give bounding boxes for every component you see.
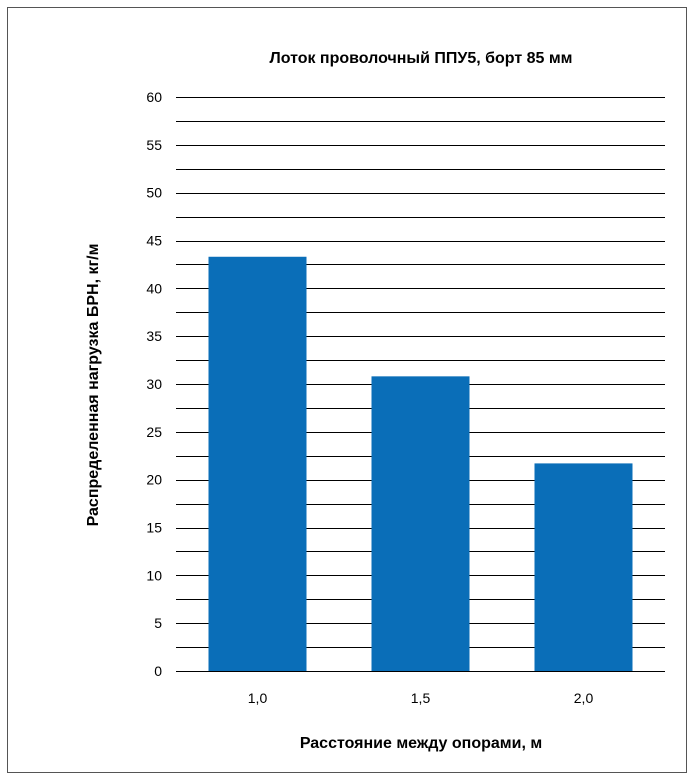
y-tick-label: 0 [154, 663, 162, 679]
y-tick-labels: 0 5 10 15 20 25 30 35 40 45 50 55 60 [146, 89, 162, 679]
x-tick-label: 1,5 [411, 690, 431, 706]
y-tick-label: 50 [146, 185, 162, 201]
y-tick-label: 20 [146, 472, 162, 488]
y-tick-label: 45 [146, 233, 162, 249]
x-axis-label: Расстояние между опорами, м [300, 735, 542, 752]
bar-3 [534, 463, 633, 671]
y-axis-label: Распределенная нагрузка БРН, кг/м [85, 244, 102, 527]
y-tick-label: 30 [146, 376, 162, 392]
y-tick-label: 35 [146, 328, 162, 344]
bars [208, 256, 633, 671]
y-tick-label: 10 [146, 567, 162, 583]
y-tick-label: 15 [146, 520, 162, 536]
y-tick-label: 25 [146, 424, 162, 440]
bar-2 [371, 376, 470, 671]
y-tick-label: 55 [146, 137, 162, 153]
y-tick-label: 5 [154, 615, 162, 631]
bar-1 [208, 256, 307, 671]
chart-title: Лоток проволочный ППУ5, борт 85 мм [269, 50, 572, 67]
x-tick-label: 2,0 [574, 690, 594, 706]
x-tick-label: 1,0 [248, 690, 268, 706]
x-tick-labels: 1,0 1,5 2,0 [248, 690, 594, 706]
y-tick-label: 60 [146, 89, 162, 105]
y-tick-label: 40 [146, 280, 162, 296]
